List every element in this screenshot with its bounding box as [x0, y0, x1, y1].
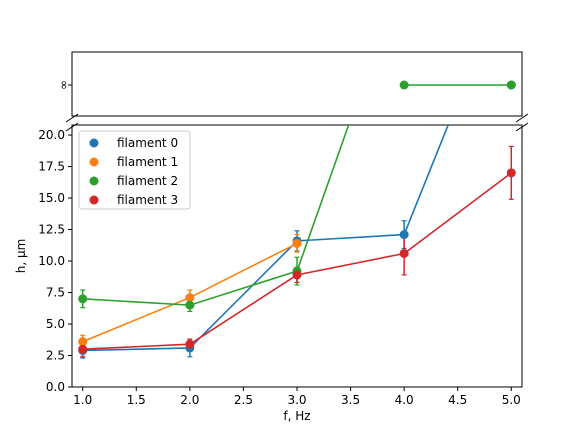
- data-point: [78, 344, 88, 354]
- data-point: [292, 238, 302, 248]
- y-tick-label: 7.5: [46, 286, 65, 300]
- series-line-segment: [189, 242, 298, 299]
- y-tick-label: 10.0: [38, 254, 65, 268]
- y-tick-label: 17.5: [38, 160, 65, 174]
- y-axis: 0.0 2.5 5.0 7.5 10.0 12.5 15.0 17.5 20.0: [38, 128, 72, 394]
- series-line-segment: [82, 296, 191, 343]
- data-point: [399, 230, 409, 240]
- legend-frame: [78, 130, 191, 210]
- data-point: [185, 300, 195, 310]
- x-axis: 1.0 1.5 2.0 2.5 3.0 3.5 4.0 4.5 5.0: [73, 387, 521, 407]
- data-point: [506, 168, 516, 178]
- upper-panel: ∞: [57, 51, 523, 117]
- break-mark-lower: [515, 122, 529, 132]
- x-tick-label: 2.0: [180, 393, 199, 407]
- legend-label: filament 2: [117, 174, 178, 188]
- series-line-segment: [82, 298, 190, 306]
- legend-label: filament 1: [117, 155, 178, 169]
- data-points: [78, 80, 516, 355]
- series-line-segment: [189, 240, 298, 349]
- y-tick-label: 12.5: [38, 223, 65, 237]
- data-point: [185, 293, 195, 303]
- x-tick-label: 4.0: [395, 393, 414, 407]
- data-point: [78, 294, 88, 304]
- y-axis-label: h, μm: [14, 239, 28, 274]
- x-tick-label: 4.5: [448, 393, 467, 407]
- series-line-segment: [189, 270, 298, 306]
- legend-label: filament 3: [117, 193, 178, 207]
- series-line-segment: [296, 124, 350, 272]
- break-mark-upper: [515, 113, 529, 123]
- x-axis-label: f, Hz: [283, 409, 310, 423]
- x-tick-label: 1.5: [127, 393, 146, 407]
- y-tick-label: 2.5: [46, 349, 65, 363]
- y-tick-label: 20.0: [38, 128, 65, 142]
- data-point: [78, 337, 88, 347]
- series-line-segment: [296, 252, 405, 276]
- break-mark-lower: [65, 122, 79, 132]
- upper-tick-label: ∞: [57, 80, 71, 90]
- y-tick-label: 0.0: [46, 380, 65, 394]
- x-tick-label: 2.5: [234, 393, 253, 407]
- y-tick-label: 15.0: [38, 191, 65, 205]
- legend-marker: [89, 138, 99, 148]
- series-line-segment: [403, 124, 449, 235]
- x-tick-label: 1.0: [73, 393, 92, 407]
- series-line-segment: [82, 347, 190, 352]
- data-point: [399, 248, 409, 258]
- legend-label: filament 0: [117, 136, 178, 150]
- legend-marker: [89, 195, 99, 205]
- legend-marker: [89, 157, 99, 167]
- series-line-segment: [296, 233, 405, 242]
- break-mark-upper: [65, 113, 79, 123]
- data-point: [506, 80, 516, 90]
- series-line-segment: [403, 172, 512, 255]
- series-line-segment: [82, 343, 190, 351]
- x-tick-label: 5.0: [502, 393, 521, 407]
- axis-break-marks: [65, 113, 529, 132]
- legend-marker: [89, 176, 99, 186]
- upper-panel-frame: [71, 51, 523, 117]
- series-lines: [82, 84, 512, 352]
- series-line-segment: [189, 274, 298, 345]
- data-point: [399, 80, 409, 90]
- data-point: [292, 270, 302, 280]
- x-tick-label: 3.0: [287, 393, 306, 407]
- x-tick-label: 3.5: [341, 393, 360, 407]
- legend: filament 0 filament 1 filament 2 filament 3: [78, 130, 191, 210]
- data-point: [185, 339, 195, 349]
- y-tick-label: 5.0: [46, 317, 65, 331]
